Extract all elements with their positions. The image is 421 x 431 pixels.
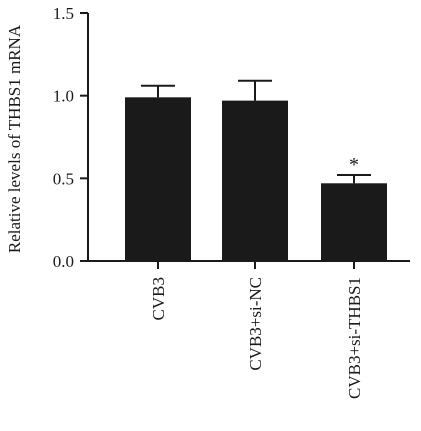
x-tick-label: CVB3+si-NC (246, 277, 265, 371)
y-tick-label: 1.5 (53, 4, 74, 23)
y-axis-title: Relative levels of THBS1 mRNA (5, 24, 24, 253)
x-tick-label: CVB3 (149, 277, 168, 320)
bar-1 (125, 97, 191, 261)
y-axis: 0.0 0.5 1.0 1.5 (53, 4, 89, 271)
significance-marker: * (349, 154, 359, 176)
bars: * (125, 79, 387, 261)
y-tick-label: 0.5 (53, 169, 74, 188)
x-axis: CVB3 CVB3+si-NC CVB3+si-THBS1 (88, 260, 410, 399)
x-tick-label: CVB3+si-THBS1 (345, 277, 364, 399)
bar-2 (222, 100, 288, 261)
bar-3 (321, 183, 387, 261)
y-tick-label: 0.0 (53, 252, 74, 271)
y-tick-label: 1.0 (53, 87, 74, 106)
